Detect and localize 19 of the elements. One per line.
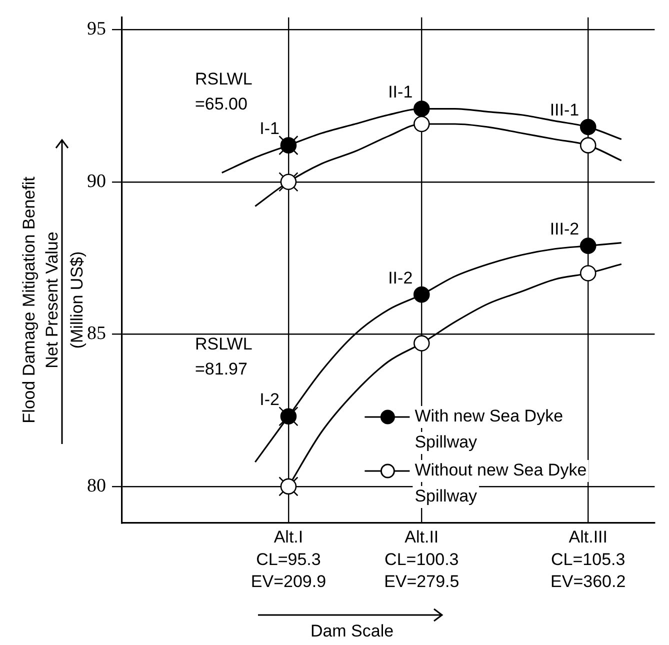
y-axis-title: Flood Damage Mitigation Benefit Net Present Value (Million US$) <box>20 176 87 424</box>
legend-label: With new Sea Dyke Spillway <box>414 406 564 452</box>
y-tick-label: 95 <box>87 18 106 40</box>
y-tick-label: 85 <box>87 323 106 344</box>
annotation: III-2 <box>550 220 580 239</box>
x-tick-label: Alt.II CL=100.3 EV=279.5 <box>384 528 460 591</box>
legend-label: Without new Sea Dyke Spillway <box>414 460 587 506</box>
annotation: II-2 <box>388 268 413 288</box>
annotation: RSLWL =65.00 <box>195 70 252 114</box>
annotation: RSLWL =81.97 <box>195 334 252 379</box>
annotation: I-1 <box>260 119 280 138</box>
y-tick-label: 90 <box>87 170 106 192</box>
annotation: III-1 <box>550 100 580 120</box>
annotation: II-1 <box>388 82 413 102</box>
annotation: I-2 <box>260 390 280 410</box>
x-tick-label: Alt.III CL=105.3 EV=360.2 <box>550 528 626 591</box>
y-tick-label: 80 <box>87 475 106 496</box>
x-tick-label: Alt.I CL=95.3 EV=209.9 <box>250 528 326 591</box>
x-axis-title: Dam Scale <box>310 622 394 641</box>
